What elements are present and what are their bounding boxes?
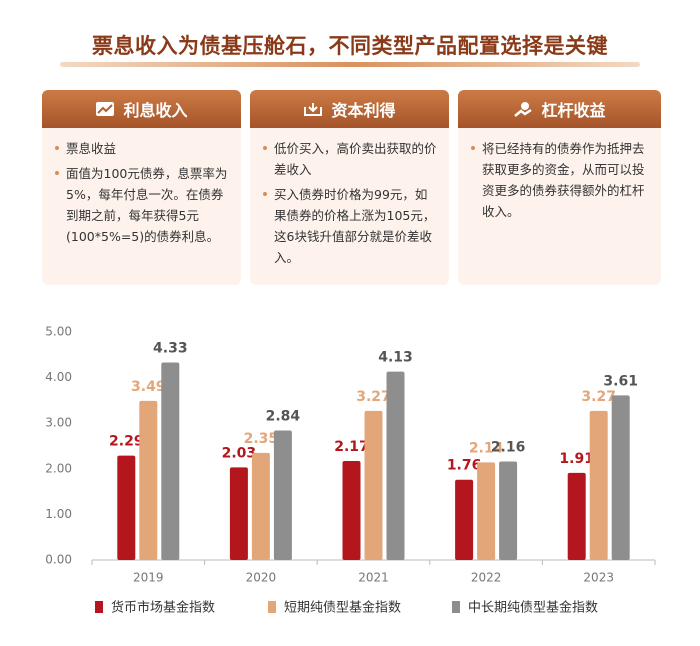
data-label: 2.84 [266,408,301,424]
data-label: 2.29 [109,434,144,450]
card-title: 资本利得 [331,101,396,120]
data-label: 2.16 [491,440,526,456]
bar [342,461,361,560]
y-tick-label: 1.00 [45,507,72,521]
bar [161,362,180,560]
card-title: 杠杆收益 [541,101,606,120]
card-item: 买入债券时价格为99元，如果债券的价格上涨为105元，这6块钱升值部分就是价差收… [262,184,437,268]
data-label: 2.03 [222,445,257,461]
card-item: 面值为100元债券，息票率为5%，每年付息一次。在债券到期之前，每年获得5元(1… [54,163,229,247]
data-label: 4.33 [153,341,188,357]
y-tick-label: 0.00 [45,553,72,567]
data-label: 3.61 [603,373,638,389]
title-underline [60,62,640,67]
card: 杠杆收益 将已经持有的债券作为抵押去获取更多的资金，从而可以投资更多的债券获得额… [458,90,661,285]
bar [273,430,292,560]
bar [364,410,383,560]
card-header: 资本利得 [250,90,449,128]
data-label: 2.14 [469,440,504,456]
y-tick-label: 5.00 [45,325,72,339]
x-tick-label: 2021 [358,571,389,585]
data-label: 3.49 [131,379,166,395]
bar [117,455,136,560]
bar [567,472,586,560]
x-tick-label: 2022 [471,571,502,585]
x-tick-label: 2023 [583,571,614,585]
page-title: 票息收入为债基压舱石，不同类型产品配置选择是关键 [92,34,608,58]
data-label: 2.35 [244,431,279,447]
icon [96,102,115,116]
bar [251,452,270,560]
icon [514,102,533,117]
bar [611,395,630,560]
x-tick-label: 2019 [133,571,164,585]
card-header: 杠杆收益 [458,90,661,128]
legend-swatch [452,601,460,613]
bar [229,467,248,560]
x-tick-label: 2020 [246,571,277,585]
y-tick-label: 2.00 [45,461,72,475]
card-title: 利息收入 [123,101,188,120]
card-item: 将已经持有的债券作为抵押去获取更多的资金，从而可以投资更多的债券获得额外的杠杆收… [470,138,649,222]
card-item: 低价买入，高价卖出获取的价差收入 [262,138,437,180]
data-label: 4.13 [378,350,413,366]
legend-label: 短期纯债型基金指数 [284,600,401,616]
data-label: 3.27 [356,389,391,405]
legend-swatch [268,601,276,613]
legend-label: 中长期纯债型基金指数 [468,600,598,616]
bar [386,371,405,560]
legend-label: 货币市场基金指数 [111,600,215,616]
y-tick-label: 4.00 [45,370,72,384]
bar [455,479,474,560]
data-label: 1.76 [447,458,482,474]
card-header: 利息收入 [42,90,241,128]
data-label: 1.91 [559,451,594,467]
card: 利息收入 票息收益面值为100元债券，息票率为5%，每年付息一次。在债券到期之前… [42,90,241,285]
icon [304,103,323,116]
bar [139,400,158,560]
data-label: 2.17 [334,439,369,455]
bar [499,461,518,560]
legend-swatch [95,601,103,613]
card-item: 票息收益 [54,138,229,159]
bar [477,462,496,560]
bar [589,410,608,560]
data-label: 3.27 [581,389,616,405]
y-tick-label: 3.00 [45,416,72,430]
card: 资本利得 低价买入，高价卖出获取的价差收入 买入债券时价格为99元，如果债券的价格… [250,90,449,285]
